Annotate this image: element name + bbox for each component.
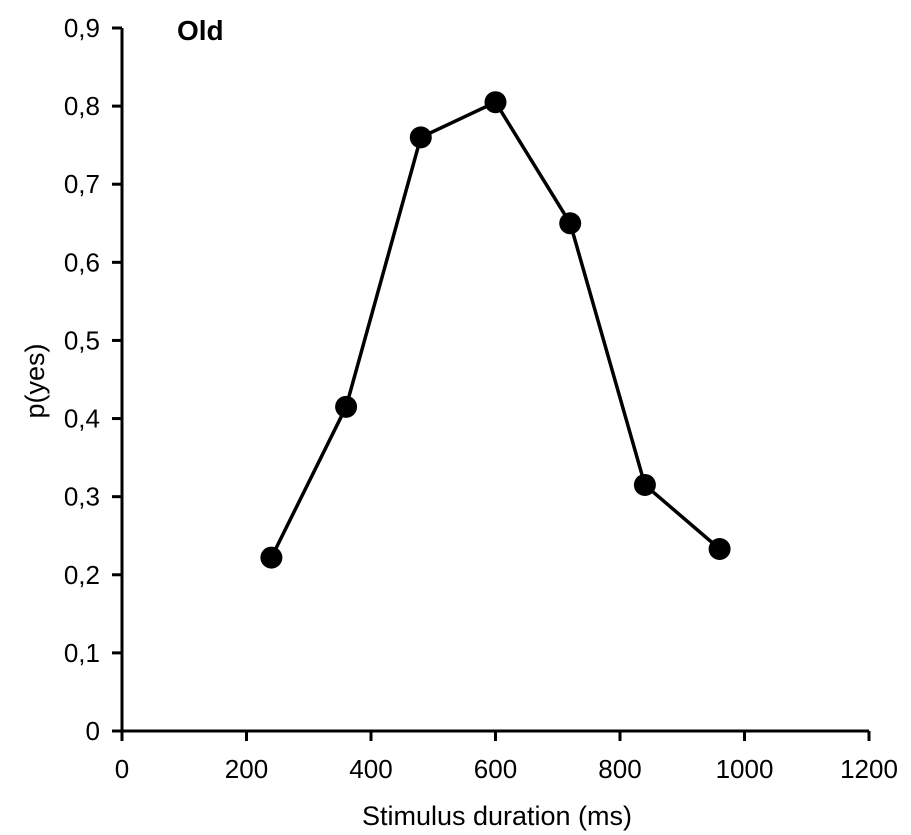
x-axis-ticks: 0 200 400 600 800 1000 1200 bbox=[115, 731, 898, 784]
x-tick-label: 0 bbox=[115, 754, 129, 784]
y-tick-label: 0,6 bbox=[64, 247, 100, 277]
y-tick-label: 0 bbox=[86, 716, 100, 746]
y-tick-label: 0,7 bbox=[64, 169, 100, 199]
y-axis-ticks: 0 0,1 0,2 0,3 0,4 0,5 0,6 0,7 0,8 0,9 bbox=[64, 13, 122, 746]
data-point bbox=[260, 546, 283, 569]
x-tick-label: 1000 bbox=[716, 754, 774, 784]
y-tick-label: 0,9 bbox=[64, 13, 100, 43]
data-point bbox=[559, 212, 582, 235]
y-tick-label: 0,2 bbox=[64, 560, 100, 590]
y-axis-title: p(yes) bbox=[20, 343, 50, 418]
x-tick-label: 200 bbox=[225, 754, 268, 784]
x-tick-label: 400 bbox=[349, 754, 392, 784]
y-tick-label: 0,4 bbox=[64, 404, 100, 434]
x-axis-title: Stimulus duration (ms) bbox=[362, 801, 632, 831]
data-point bbox=[335, 395, 358, 418]
y-tick-label: 0,8 bbox=[64, 91, 100, 121]
x-tick-label: 600 bbox=[474, 754, 517, 784]
data-point bbox=[409, 126, 432, 149]
y-tick-label: 0,1 bbox=[64, 638, 100, 668]
data-point bbox=[484, 91, 507, 114]
y-tick-label: 0,5 bbox=[64, 325, 100, 355]
x-tick-label: 1200 bbox=[840, 754, 898, 784]
data-point bbox=[708, 538, 731, 561]
data-point bbox=[633, 473, 656, 496]
series-layer bbox=[260, 91, 731, 569]
y-tick-label: 0,3 bbox=[64, 482, 100, 512]
x-tick-label: 800 bbox=[598, 754, 641, 784]
chart-title: Old bbox=[177, 15, 224, 46]
